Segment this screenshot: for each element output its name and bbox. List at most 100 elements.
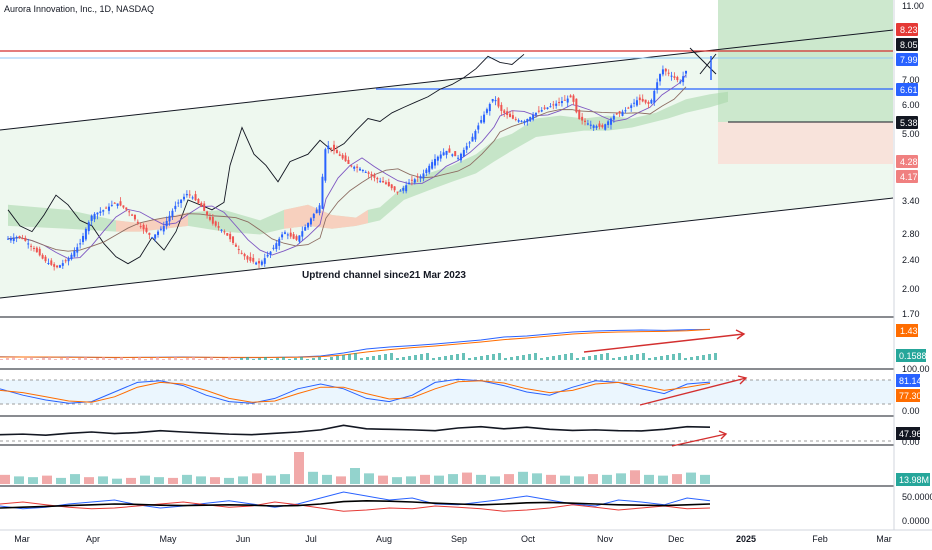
macd-hist-badge-label: 0.1588: [899, 351, 927, 361]
candle-body: [292, 234, 295, 239]
candle-body: [321, 176, 324, 209]
candle-body: [64, 260, 67, 262]
candle-body: [18, 235, 21, 237]
candle-body: [390, 184, 393, 189]
candle-body: [500, 104, 503, 111]
candle-body: [324, 149, 327, 181]
candle-body: [650, 100, 653, 104]
candle-body: [275, 243, 278, 250]
candle-body: [408, 182, 411, 185]
candle-body: [341, 154, 344, 159]
candle-body: [298, 235, 301, 242]
macd-hist-bar: [534, 353, 537, 360]
macd-hist-bar: [552, 356, 555, 360]
macd-hist-bar: [666, 355, 669, 360]
time-tick-label: 2025: [736, 534, 756, 544]
macd-hist-bar: [684, 358, 687, 360]
candle-body: [664, 68, 667, 72]
bear-cloud-1: [284, 204, 368, 229]
macd-hist-bar: [174, 357, 177, 360]
candle-body: [546, 107, 549, 109]
price-badge-label: 7.99: [900, 55, 918, 65]
candle-body: [327, 145, 330, 150]
macd-hist-bar: [36, 359, 39, 360]
candle-body: [589, 124, 592, 126]
candle-body: [7, 238, 9, 240]
candle-body: [572, 95, 575, 102]
candle-body: [9, 238, 12, 241]
macd-trend-arrow: [583, 333, 745, 353]
candle-body: [532, 114, 535, 120]
candle-body: [301, 231, 304, 237]
price-badge-label: 8.23: [900, 25, 918, 35]
volume-bar: [392, 477, 402, 484]
candle-body: [142, 224, 145, 230]
macd-hist-bar: [618, 357, 621, 360]
macd-hist-bar: [30, 357, 33, 360]
macd-hist-bar: [498, 353, 501, 360]
macd-hist-bar: [222, 358, 225, 360]
volume-bar: [336, 476, 346, 484]
candle-body: [50, 260, 53, 265]
candle-body: [488, 104, 491, 112]
macd-hist-bar: [252, 359, 255, 360]
macd-hist-bar: [342, 355, 345, 360]
time-tick-label: Jun: [236, 534, 251, 544]
volume-bar: [616, 473, 626, 484]
macd-badge: [896, 324, 918, 337]
candle-body: [263, 258, 266, 264]
macd-hist-bar: [396, 358, 399, 360]
candle-body: [283, 232, 286, 234]
candle-body: [90, 215, 93, 221]
candle-body: [180, 199, 183, 204]
macd-hist-bar: [18, 359, 21, 360]
candle-body: [295, 236, 298, 240]
candle-body: [523, 121, 526, 124]
macd-hist-bar: [648, 358, 651, 360]
macd-hist-bar: [474, 357, 477, 360]
candle-body: [612, 115, 615, 120]
candle-body: [552, 104, 555, 106]
candle-body: [53, 264, 56, 267]
macd-badge-label: 1.43: [900, 326, 918, 336]
candle-body: [653, 90, 656, 103]
macd-hist-bar: [276, 358, 279, 360]
candle-body: [58, 265, 61, 268]
macd-hist-badge: [896, 349, 926, 362]
candle-body: [358, 168, 361, 171]
price-badge-label: 4.17: [900, 172, 918, 182]
candle-body: [105, 207, 108, 209]
candle-body: [560, 101, 563, 104]
candle-body: [217, 226, 220, 228]
stoch-arrow-head: [737, 375, 748, 385]
candle-body: [15, 236, 18, 239]
candle-body: [635, 100, 638, 106]
candle-body: [119, 201, 122, 206]
candle-body: [27, 243, 30, 245]
candles-group: [7, 65, 687, 271]
candle-body: [347, 159, 350, 164]
candle-body: [433, 158, 436, 166]
pennant-lower: [699, 53, 717, 75]
dmi-tick-top: 50.0000: [902, 492, 932, 502]
candle-body: [232, 236, 235, 243]
macd-hist-bar: [492, 354, 495, 360]
volume-bar: [112, 478, 122, 484]
dmi-series-1: [0, 501, 711, 512]
candle-body: [641, 98, 644, 102]
candle-body: [356, 166, 359, 168]
candle-body: [61, 263, 64, 266]
candle-body: [485, 109, 488, 113]
candle-body: [471, 136, 474, 142]
candle-body: [73, 250, 76, 257]
macd-hist-bar: [192, 357, 195, 360]
macd-hist-bar: [366, 357, 369, 360]
candle-body: [133, 214, 136, 220]
macd-hist-bar: [186, 358, 189, 360]
macd-hist-bar: [228, 357, 231, 360]
candle-body: [197, 198, 200, 204]
price-tick-label: 2.40: [902, 255, 920, 265]
volume-bar: [378, 475, 388, 484]
candle-body: [644, 99, 647, 103]
